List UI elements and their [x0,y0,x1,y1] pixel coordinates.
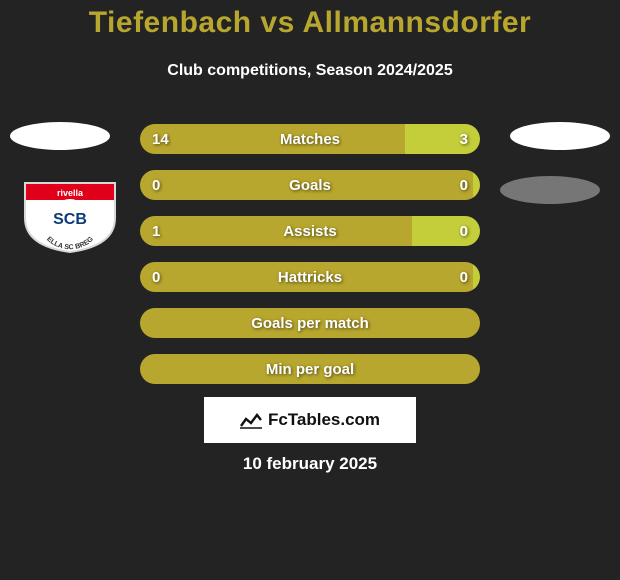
date-text: 10 february 2025 [0,454,620,474]
comparison-row: 00Hattricks [140,262,480,292]
row-label: Hattricks [140,262,480,292]
comparison-rows: 143Matches 00Goals 10Assists 00Hattricks Goa… [140,124,480,400]
branding-text: FcTables.com [268,410,380,430]
canvas: Tiefenbach vs Allmannsdorfer Club compet… [0,0,620,580]
branding-mark-icon [240,411,262,429]
comparison-row: 00Goals [140,170,480,200]
ellipse-right-2 [500,176,600,204]
row-label: Min per goal [140,354,480,384]
club-badge: rivella SCB ELLA SC BREG [20,178,120,253]
comparison-row: 143Matches [140,124,480,154]
ellipse-left [10,122,110,150]
row-label: Assists [140,216,480,246]
comparison-row: Min per goal [140,354,480,384]
comparison-row: 10Assists [140,216,480,246]
page-title: Tiefenbach vs Allmannsdorfer [0,6,620,40]
row-label: Matches [140,124,480,154]
subtitle: Club competitions, Season 2024/2025 [0,62,620,80]
comparison-row: Goals per match [140,308,480,338]
branding-plate: FcTables.com [204,397,416,443]
badge-center-text: SCB [53,211,87,228]
ellipse-right-1 [510,122,610,150]
row-label: Goals [140,170,480,200]
badge-ribbon-text: rivella [57,188,84,198]
row-label: Goals per match [140,308,480,338]
